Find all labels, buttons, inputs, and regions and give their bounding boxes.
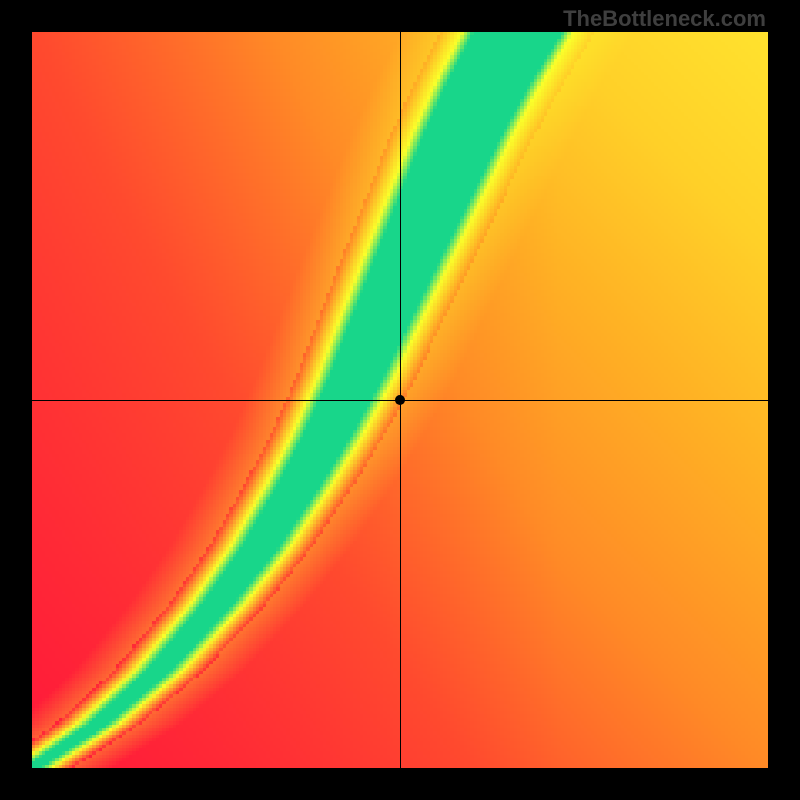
plot-area (32, 32, 768, 768)
heatmap-canvas (32, 32, 768, 768)
attribution-label: TheBottleneck.com (563, 6, 766, 32)
outer-frame: TheBottleneck.com (0, 0, 800, 800)
